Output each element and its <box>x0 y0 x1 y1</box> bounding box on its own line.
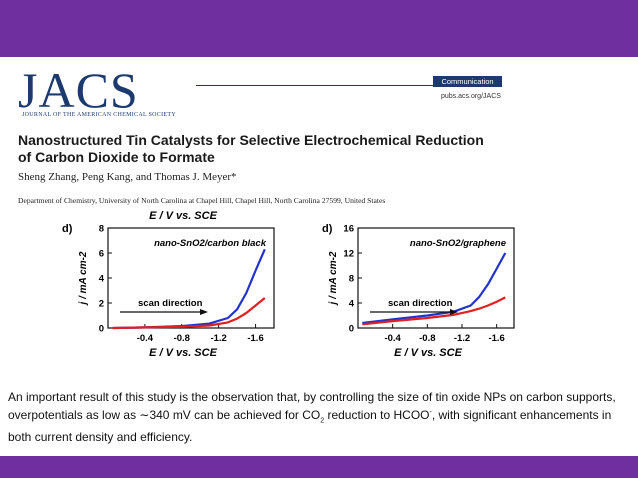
x-tick-label: -0.4 <box>384 333 401 344</box>
x-tick-label: -1.2 <box>210 333 226 344</box>
top-banner <box>0 0 638 57</box>
caption-subscript: 2 <box>320 417 325 425</box>
series-line-1 <box>112 297 266 330</box>
x-tick-label: -1.6 <box>488 333 504 344</box>
y-tick-label: 12 <box>343 249 354 260</box>
series-annotation: nano-SnO2/graphene <box>410 238 507 249</box>
title-line-2: of Carbon Dioxide to Formate <box>18 149 215 165</box>
y-axis-label: j / mA cm-2 <box>328 251 339 306</box>
y-tick-label: 0 <box>99 324 104 335</box>
chart-title: E / V vs. SCE <box>149 210 218 222</box>
article-title: Nanostructured Tin Catalysts for Selecti… <box>18 132 518 166</box>
panel-label: d) <box>322 223 333 235</box>
caption-superscript: - <box>429 409 432 416</box>
y-tick-label: 16 <box>343 224 354 235</box>
x-tick-label: -0.8 <box>419 333 435 344</box>
y-tick-label: 0 <box>349 324 354 335</box>
caption-part-2: reduction to HCOO <box>324 408 430 422</box>
jacs-logo: JACS JOURNAL OF THE AMERICAN CHEMICAL SO… <box>18 62 196 120</box>
caption-part-1: An important result of this study is the… <box>8 390 616 422</box>
arrow-head <box>200 309 208 315</box>
caption: An important result of this study is the… <box>8 389 634 445</box>
title-line-1: Nanostructured Tin Catalysts for Selecti… <box>18 132 484 148</box>
series-line-0 <box>362 252 507 325</box>
logo-subtitle: JOURNAL OF THE AMERICAN CHEMICAL SOCIETY <box>22 112 176 118</box>
x-axis-label: E / V vs. SCE <box>149 347 218 359</box>
caption-part-3: , with significant enhancements in both … <box>8 408 612 445</box>
x-tick-label: -0.4 <box>137 333 154 344</box>
y-tick-label: 4 <box>349 299 355 310</box>
affiliation: Department of Chemistry, University of N… <box>18 196 386 205</box>
arrow-head <box>450 309 458 315</box>
x-tick-label: -1.2 <box>454 333 470 344</box>
scan-direction-label: scan direction <box>138 298 203 309</box>
y-axis-label: j / mA cm-2 <box>78 251 89 306</box>
x-tick-label: -0.8 <box>174 333 190 344</box>
bottom-banner <box>0 456 638 478</box>
journal-url: pubs.acs.org/JACS <box>441 93 501 100</box>
y-tick-label: 6 <box>99 249 104 260</box>
x-axis-label: E / V vs. SCE <box>394 347 463 359</box>
logo-letters: JACS <box>18 62 139 118</box>
y-tick-label: 8 <box>99 224 104 235</box>
y-tick-label: 8 <box>349 274 354 285</box>
communication-badge: Communication <box>433 76 502 87</box>
series-line-1 <box>362 296 506 326</box>
header-rule <box>196 85 502 86</box>
left-chart: E / V vs. SCE d) -0.4 -0.8 -1.2 -1.6 0 2 4 6 8 E / … <box>62 210 275 359</box>
right-chart: d) -0.4 -0.8 -1.2 -1.6 0 4 8 12 16 E / V vs. SCE j … <box>322 223 515 359</box>
y-tick-label: 2 <box>99 299 104 310</box>
author-list: Sheng Zhang, Peng Kang, and Thomas J. Me… <box>18 171 237 183</box>
panel-label: d) <box>62 223 73 235</box>
y-tick-label: 4 <box>99 274 105 285</box>
scan-direction-label: scan direction <box>388 298 453 309</box>
x-tick-label: -1.6 <box>247 333 263 344</box>
series-annotation: nano-SnO2/carbon black <box>154 238 267 249</box>
